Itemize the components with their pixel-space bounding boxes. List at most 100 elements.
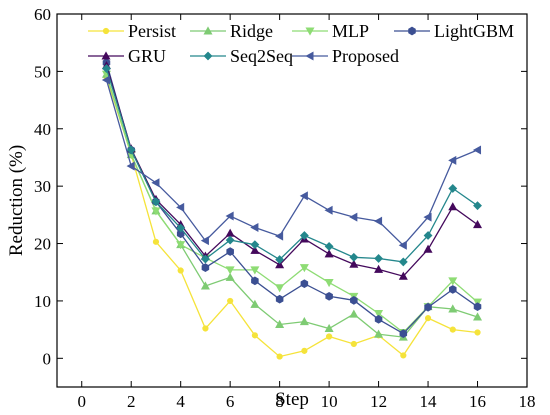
x-tick-label: 0 (77, 392, 86, 411)
data-point-persist (177, 267, 184, 274)
legend-label: Seq2Seq (230, 46, 293, 66)
x-tick-label: 18 (519, 392, 536, 411)
data-point-seq2seq (225, 235, 235, 245)
data-point-persist (449, 326, 456, 333)
data-point-proposed (423, 212, 432, 222)
series-line-gru (105, 65, 478, 277)
legend-marker (102, 27, 110, 35)
x-tick-label: 2 (127, 392, 136, 411)
y-tick-label: 50 (34, 62, 51, 81)
data-point-mlp (151, 207, 161, 216)
data-point-mlp (225, 266, 235, 275)
x-tick-label: 10 (321, 392, 338, 411)
data-point-lightgbm (374, 314, 383, 324)
data-point-persist (400, 352, 407, 359)
data-point-seq2seq (151, 197, 161, 207)
data-point-ridge (374, 329, 384, 338)
legend-label: Ridge (230, 21, 273, 41)
y-tick-label: 10 (34, 292, 51, 311)
data-point-ridge (349, 309, 359, 318)
data-point-proposed (299, 191, 308, 201)
legend-marker (203, 51, 213, 61)
x-tick-label: 12 (370, 392, 387, 411)
legend-item-persist: Persist (88, 21, 176, 41)
series-line-persist (105, 76, 478, 358)
data-point-lightgbm (251, 276, 259, 286)
data-point-gru (423, 244, 433, 253)
y-tick-label: 0 (43, 349, 52, 368)
data-point-mlp (176, 241, 186, 250)
data-point-mlp (448, 277, 458, 286)
data-point-seq2seq (473, 201, 482, 211)
data-point-ridge (275, 319, 285, 328)
series-seq2seq (102, 64, 482, 267)
series-proposed (101, 75, 482, 250)
data-point-seq2seq (374, 254, 384, 263)
data-point-persist (326, 333, 333, 340)
data-point-lightgbm (325, 291, 333, 301)
data-point-persist (202, 325, 209, 332)
data-point-lightgbm (473, 302, 482, 312)
data-point-proposed (275, 231, 284, 241)
legend-label: LightGBM (434, 21, 514, 41)
data-point-persist (301, 347, 308, 354)
data-point-proposed (324, 205, 333, 215)
axes-layer: 0 2 4 6 8 10 12 14 16 18 0 10 20 30 40 50 60 (34, 5, 536, 411)
y-tick-label: 40 (34, 120, 51, 139)
data-point-ridge (299, 316, 309, 326)
y-tick-label: 60 (34, 5, 51, 24)
data-point-ridge (324, 323, 334, 332)
legend-item-ridge: Ridge (190, 21, 273, 41)
series-lightgbm (102, 58, 482, 338)
data-point-mlp (299, 264, 309, 273)
legend-marker (101, 51, 111, 60)
data-point-persist (227, 297, 234, 305)
data-point-seq2seq (102, 64, 111, 73)
data-point-persist (424, 315, 432, 322)
legend-label: Proposed (332, 46, 399, 66)
series-line-mlp (105, 74, 478, 334)
data-point-gru (275, 260, 285, 269)
data-point-gru (250, 245, 260, 254)
y-axis-title: Reduction (%) (6, 145, 27, 256)
data-point-proposed (101, 75, 110, 85)
data-point-seq2seq (398, 257, 408, 267)
data-point-proposed (126, 161, 135, 171)
data-point-proposed (349, 212, 358, 222)
data-point-persist (276, 353, 283, 360)
legend-label: Persist (128, 21, 176, 41)
x-tick-label: 4 (176, 392, 185, 411)
data-point-lightgbm (275, 294, 284, 304)
data-point-mlp (250, 266, 260, 275)
legend-label: MLP (332, 21, 369, 41)
series-line-seq2seq (105, 68, 478, 263)
x-tick-label: 6 (226, 392, 235, 411)
data-point-lightgbm (399, 329, 408, 338)
legend-item-lightgbm: LightGBM (394, 21, 514, 41)
data-point-proposed (373, 216, 383, 226)
legend-marker (408, 26, 416, 36)
data-point-gru (374, 264, 384, 273)
legend-item-seq2seq: Seq2Seq (190, 46, 293, 66)
data-point-persist (251, 332, 258, 339)
data-point-proposed (398, 240, 407, 250)
data-point-ridge (225, 272, 235, 281)
data-point-lightgbm (226, 247, 234, 256)
data-point-proposed (151, 178, 160, 188)
data-point-seq2seq (299, 231, 309, 240)
legend-label: GRU (128, 46, 166, 66)
data-point-mlp (374, 310, 384, 319)
data-point-seq2seq (176, 223, 186, 233)
data-point-gru (349, 259, 359, 268)
data-point-seq2seq (200, 254, 210, 264)
data-point-ridge (200, 281, 210, 290)
data-point-gru (398, 271, 408, 280)
legend-marker (203, 26, 213, 35)
y-tick-label: 20 (34, 235, 51, 254)
legend-item-proposed: Proposed (292, 46, 399, 66)
legend-marker (305, 27, 315, 36)
data-point-seq2seq (324, 241, 334, 251)
data-point-seq2seq (250, 240, 260, 250)
data-point-gru (324, 249, 334, 258)
